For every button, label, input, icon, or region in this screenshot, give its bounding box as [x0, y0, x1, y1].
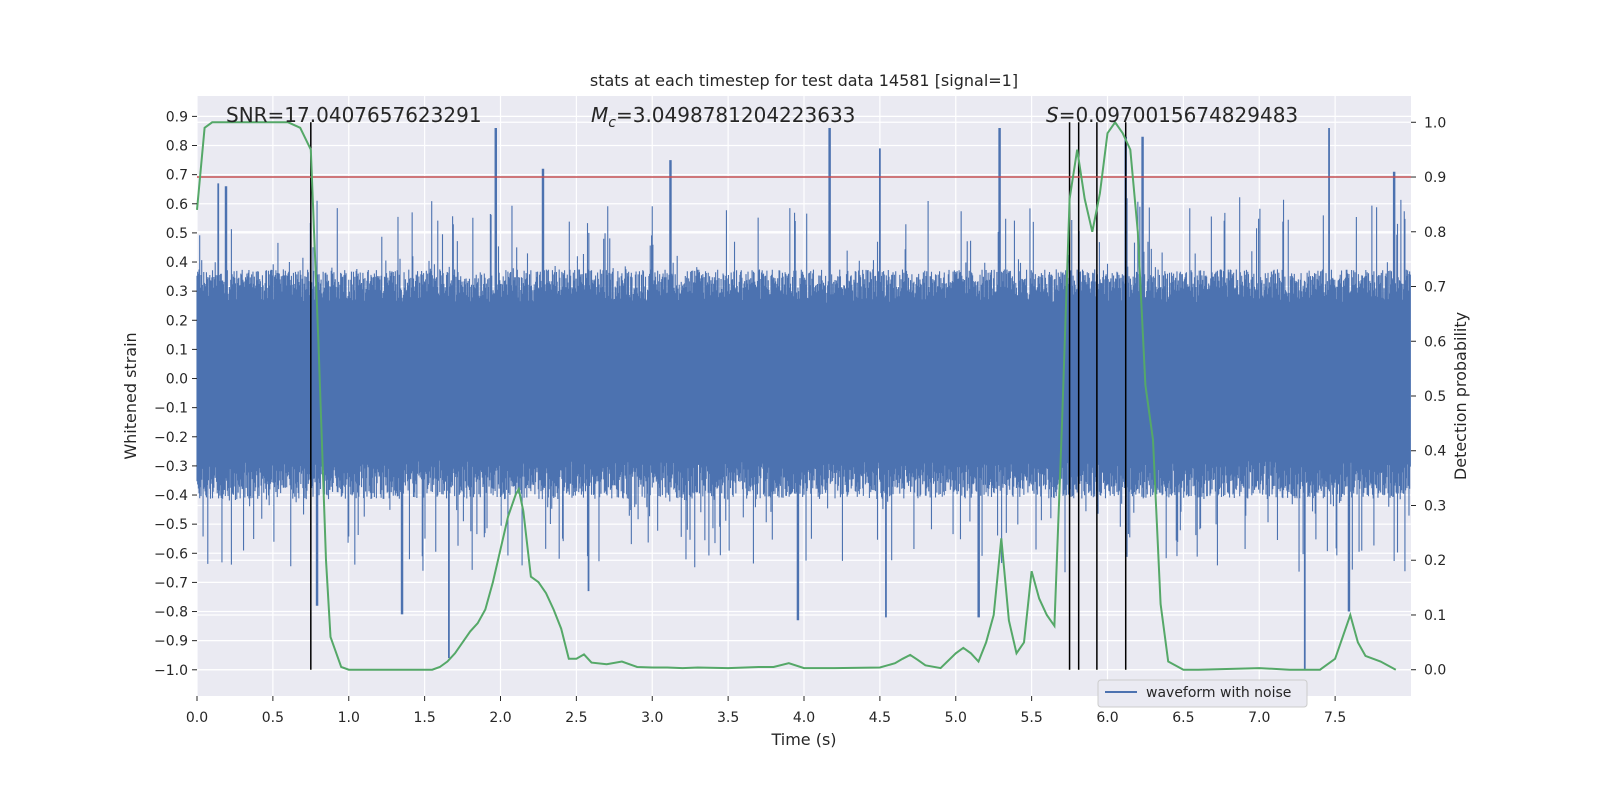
chart-title: stats at each timestep for test data 145…	[590, 71, 1018, 90]
y-left-tick-label: 0.1	[166, 342, 188, 358]
y-left-tick-label: 0.0	[166, 372, 188, 388]
x-tick-label: 5.5	[1020, 710, 1042, 726]
x-tick-label: 6.0	[1096, 710, 1118, 726]
s-annotation: S=0.0970015674829483	[1046, 103, 1298, 127]
y-right-tick-label: 1.0	[1424, 115, 1446, 131]
y-right-tick-label: 0.4	[1424, 444, 1446, 460]
x-tick-label: 2.5	[565, 710, 587, 726]
y-right-tick-label: 0.3	[1424, 498, 1446, 514]
x-tick-label: 1.0	[338, 710, 360, 726]
y-axis-left-label: Whitened strain	[121, 332, 140, 459]
y-left-tick-label: 0.2	[166, 313, 188, 329]
x-tick-label: 7.0	[1248, 710, 1270, 726]
s-symbol: S	[1046, 103, 1059, 127]
legend: waveform with noise	[1097, 679, 1308, 708]
y-axis-left-ticks: 0.9 0.8 0.7 0.6 0.5 0.4 0.3 0.2 0.1 0.0 −0.1 −0.2 −0…	[154, 109, 197, 679]
y-left-tick-label: −0.6	[154, 546, 188, 562]
y-axis-right-label: Detection probability	[1451, 312, 1470, 480]
y-right-tick-label: 0.5	[1424, 389, 1446, 405]
x-axis-label: Time (s)	[770, 730, 836, 749]
y-left-tick-label: 0.6	[166, 197, 188, 213]
y-left-tick-label: 0.8	[166, 139, 188, 155]
y-left-tick-label: −0.3	[154, 459, 188, 475]
y-right-tick-label: 0.9	[1424, 170, 1446, 186]
x-tick-label: 2.0	[489, 710, 511, 726]
x-tick-label: 4.5	[869, 710, 891, 726]
y-left-tick-label: −0.5	[154, 517, 188, 533]
x-tick-label: 3.5	[717, 710, 739, 726]
y-left-tick-label: 0.5	[166, 226, 188, 242]
y-left-tick-label: −0.8	[154, 605, 188, 621]
y-left-tick-label: −0.7	[154, 575, 188, 591]
x-tick-label: 1.5	[413, 710, 435, 726]
y-right-tick-label: 0.1	[1424, 608, 1446, 624]
y-right-tick-label: 0.2	[1424, 553, 1446, 569]
y-left-tick-label: −0.9	[154, 634, 188, 650]
x-tick-label: 5.0	[945, 710, 967, 726]
x-tick-label: 4.0	[793, 710, 815, 726]
y-left-tick-label: −0.4	[154, 488, 188, 504]
x-tick-label: 6.5	[1172, 710, 1194, 726]
x-axis-ticks: 0.0 0.5 1.0 1.5 2.0 2.5 3.0 3.5 4.0 4.5 5.0 5.5 6.0 6…	[186, 696, 1346, 726]
mc-value: =3.0498781204223633	[616, 103, 855, 127]
y-left-tick-label: −0.2	[154, 430, 188, 446]
x-tick-label: 0.0	[186, 710, 208, 726]
mc-subscript: c	[608, 115, 616, 131]
probability-line	[196, 120, 1397, 671]
y-left-tick-label: 0.7	[166, 168, 188, 184]
y-axis-right-ticks: 1.0 0.9 0.8 0.7 0.6 0.5 0.4 0.3 0.2 0.1 0.0	[1411, 115, 1446, 679]
y-left-tick-label: −1.0	[154, 663, 188, 679]
probability-series	[196, 120, 1397, 671]
s-value: =0.0970015674829483	[1059, 103, 1298, 127]
x-tick-label: 7.5	[1324, 710, 1346, 726]
legend-entry: waveform with noise	[1146, 685, 1291, 701]
y-left-tick-label: 0.9	[166, 109, 188, 125]
y-right-tick-label: 0.7	[1424, 280, 1446, 296]
legend-box	[1097, 679, 1308, 708]
y-right-tick-label: 0.8	[1424, 225, 1446, 241]
y-left-tick-label: 0.4	[166, 255, 188, 271]
y-left-tick-label: −0.1	[154, 401, 188, 417]
snr-annotation: SNR=17.0407657623291	[226, 103, 482, 127]
y-left-tick-label: 0.3	[166, 284, 188, 300]
y-right-tick-label: 0.0	[1424, 663, 1446, 679]
y-right-tick-label: 0.6	[1424, 334, 1446, 350]
x-tick-label: 0.5	[262, 710, 284, 726]
chirp-mass-annotation: Mc=3.0498781204223633	[591, 103, 855, 131]
x-tick-label: 3.0	[641, 710, 663, 726]
mc-symbol: M	[591, 103, 608, 127]
